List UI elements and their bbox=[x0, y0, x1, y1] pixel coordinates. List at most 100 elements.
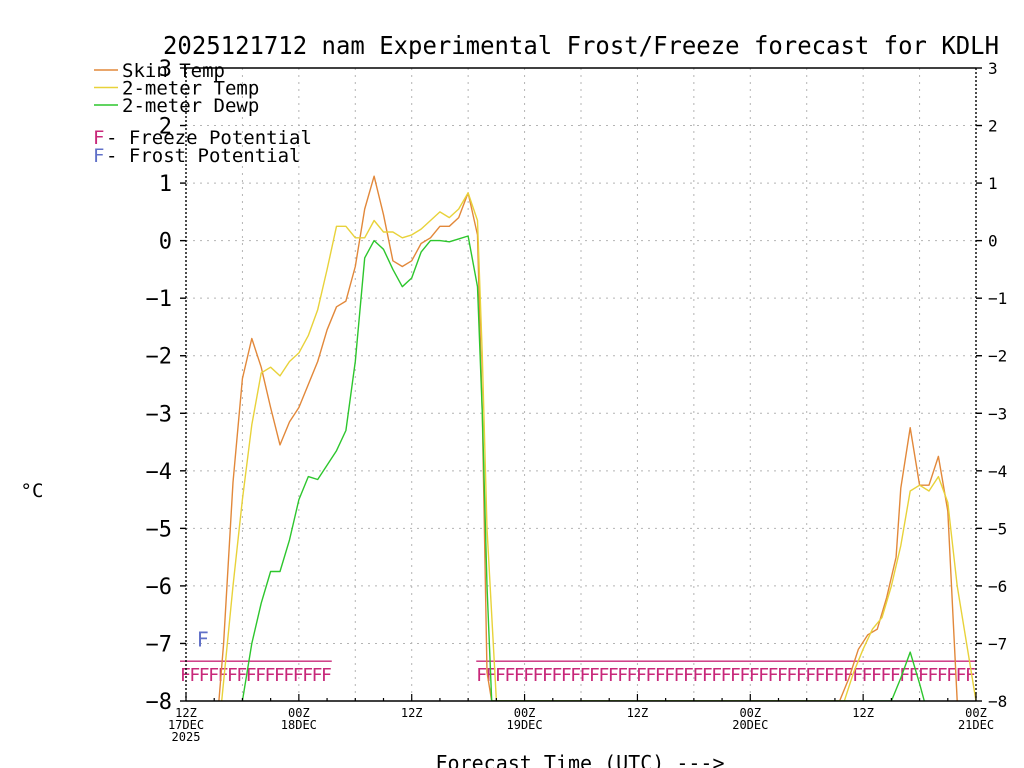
y-tick-label-right: −1 bbox=[988, 289, 1007, 308]
y-tick-label-left: −6 bbox=[146, 575, 173, 600]
freeze-marker-f: F bbox=[274, 665, 285, 686]
x-tick-label: 00Z bbox=[514, 706, 536, 720]
freeze-marker-f: F bbox=[683, 665, 694, 686]
x-tick-label: 00Z bbox=[965, 706, 987, 720]
freeze-marker-f: F bbox=[674, 665, 685, 686]
freeze-marker-f: F bbox=[871, 665, 882, 686]
freeze-marker-f: F bbox=[321, 665, 332, 686]
y-tick-label-right: −3 bbox=[988, 404, 1007, 423]
y-tick-label-right: 3 bbox=[988, 59, 998, 78]
y-tick-label-right: −7 bbox=[988, 634, 1007, 653]
freeze-marker-f: F bbox=[608, 665, 619, 686]
freeze-marker-f: F bbox=[843, 665, 854, 686]
legend-label: Skin Temp bbox=[122, 60, 225, 82]
freeze-marker-f: F bbox=[749, 665, 760, 686]
x-axis-label: Forecast Time (UTC) ---> bbox=[436, 751, 725, 768]
freeze-marker-f: F bbox=[899, 665, 910, 686]
freeze-marker-f: F bbox=[655, 665, 666, 686]
y-tick-label-right: 2 bbox=[988, 117, 998, 136]
chart-title: 2025121712 nam Experimental Frost/Freeze… bbox=[163, 31, 999, 60]
freeze-marker-f: F bbox=[636, 665, 647, 686]
freeze-marker-f: F bbox=[937, 665, 948, 686]
y-axis-right: −8 −7 −6 −5 −4 −3 −2 −1 0 1 2 3 bbox=[976, 59, 1007, 711]
series-line-2-meter-temp bbox=[221, 192, 976, 701]
series-line-skin-temp bbox=[218, 175, 958, 701]
freeze-marker-f: F bbox=[730, 665, 741, 686]
freeze-marker-f: F bbox=[189, 665, 200, 686]
freeze-marker-f: F bbox=[758, 665, 769, 686]
x-tick-label: 12Z bbox=[852, 706, 874, 720]
frost-marker-f: F bbox=[197, 627, 209, 651]
x-tick-label: 20DEC bbox=[732, 718, 768, 732]
freeze-marker-f: F bbox=[533, 665, 544, 686]
freeze-marker-f: F bbox=[918, 665, 929, 686]
legend-potential-letter: F bbox=[93, 145, 104, 167]
freeze-marker-f: F bbox=[476, 665, 487, 686]
freeze-marker-f: F bbox=[199, 665, 210, 686]
y-tick-label-right: 0 bbox=[988, 232, 998, 251]
freeze-marker-f: F bbox=[702, 665, 713, 686]
y-tick-label-left: −5 bbox=[146, 517, 173, 542]
freeze-marker-f: F bbox=[880, 665, 891, 686]
freeze-marker-f: F bbox=[283, 665, 294, 686]
x-tick-label: 00Z bbox=[288, 706, 310, 720]
legend-potential-letter: F bbox=[93, 127, 104, 149]
y-tick-label-left: 0 bbox=[159, 230, 172, 255]
freeze-marker-f: F bbox=[805, 665, 816, 686]
freeze-marker-f: F bbox=[598, 665, 609, 686]
y-tick-label-left: 2 bbox=[159, 115, 172, 140]
y-tick-label-left: −2 bbox=[146, 345, 173, 370]
freeze-marker-f: F bbox=[293, 665, 304, 686]
freeze-marker-f: F bbox=[909, 665, 920, 686]
x-tick-label: 12Z bbox=[401, 706, 423, 720]
freeze-marker-f: F bbox=[862, 665, 873, 686]
y-tick-label-right: −8 bbox=[988, 692, 1007, 711]
freeze-marker-f: F bbox=[236, 665, 247, 686]
freeze-marker-f: F bbox=[833, 665, 844, 686]
freeze-marker-f: F bbox=[246, 665, 257, 686]
freeze-marker-f: F bbox=[551, 665, 562, 686]
freeze-marker-f: F bbox=[255, 665, 266, 686]
legend-potential-label: - Freeze Potential bbox=[106, 127, 312, 149]
freeze-marker-f: F bbox=[265, 665, 276, 686]
series-line-2-meter-dewp bbox=[241, 235, 925, 701]
freeze-marker-f: F bbox=[815, 665, 826, 686]
freeze-marker-f: F bbox=[927, 665, 938, 686]
freeze-marker-f: F bbox=[824, 665, 835, 686]
x-tick-label: 2025 bbox=[172, 730, 201, 744]
freeze-marker-f: F bbox=[852, 665, 863, 686]
y-tick-label-left: −4 bbox=[146, 460, 173, 485]
x-tick-label: 17DEC bbox=[168, 718, 204, 732]
x-tick-label: 12Z bbox=[175, 706, 197, 720]
freeze-marker-f: F bbox=[542, 665, 553, 686]
y-axis-label: °C bbox=[21, 480, 44, 502]
y-tick-label-right: −5 bbox=[988, 519, 1007, 538]
grid-lines bbox=[186, 68, 976, 701]
freeze-marker-f: F bbox=[645, 665, 656, 686]
y-tick-label-left: −3 bbox=[146, 402, 173, 427]
freeze-marker-f: F bbox=[777, 665, 788, 686]
freeze-marker-f: F bbox=[956, 665, 967, 686]
legend-label: 2-meter Dewp bbox=[122, 95, 259, 117]
freeze-marker-f: F bbox=[580, 665, 591, 686]
y-tick-label-right: 1 bbox=[988, 174, 998, 193]
freeze-marker-f: F bbox=[180, 665, 191, 686]
freeze-marker-f: F bbox=[965, 665, 976, 686]
x-tick-label: 12Z bbox=[627, 706, 649, 720]
series-lines bbox=[218, 175, 976, 701]
y-tick-label-left: 3 bbox=[159, 57, 172, 82]
legend-potential-label: - Frost Potential bbox=[106, 145, 300, 167]
freeze-marker-f: F bbox=[302, 665, 313, 686]
freeze-marker-f: F bbox=[227, 665, 238, 686]
freeze-marker-f: F bbox=[617, 665, 628, 686]
x-tick-label: 18DEC bbox=[281, 718, 317, 732]
y-tick-label-left: −7 bbox=[146, 632, 173, 657]
freeze-marker-f: F bbox=[721, 665, 732, 686]
freeze-marker-f: F bbox=[523, 665, 534, 686]
legend-label: 2-meter Temp bbox=[122, 78, 259, 100]
freeze-marker-f: F bbox=[768, 665, 779, 686]
freeze-marker-f: F bbox=[495, 665, 506, 686]
